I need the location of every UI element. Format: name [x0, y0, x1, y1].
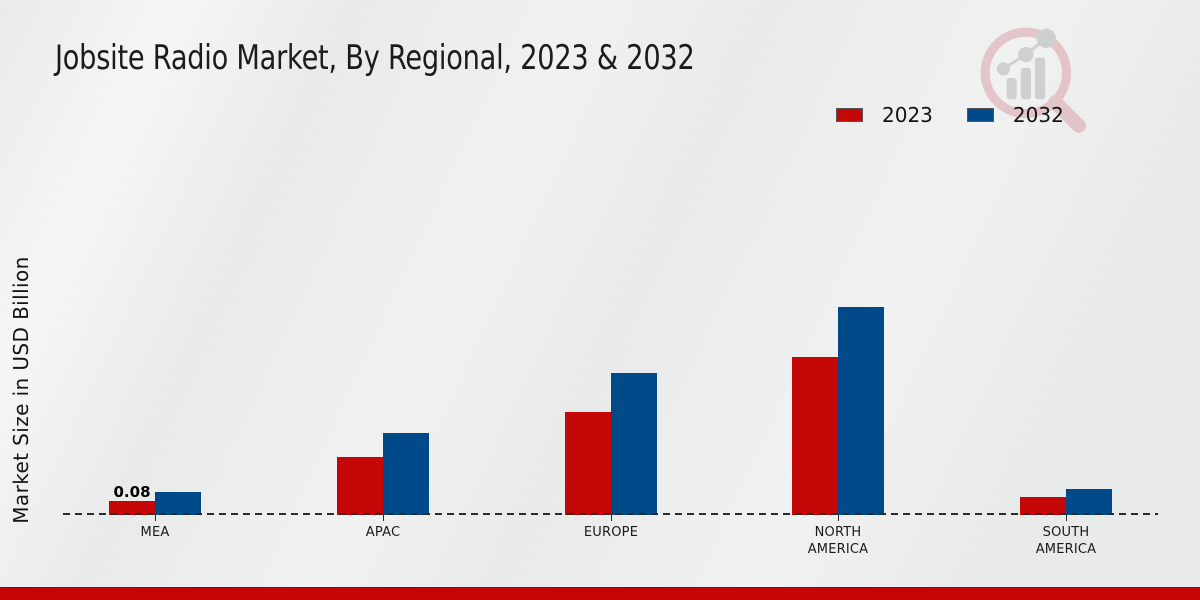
legend: 2023 2032	[836, 103, 1064, 127]
bar-2023-south-america	[1020, 497, 1066, 515]
bar-2023-apac	[337, 457, 383, 515]
bar-2023-mea	[109, 501, 155, 515]
bar-2032-apac	[383, 433, 429, 515]
bar-2032-mea	[155, 492, 201, 515]
market-research-watermark-icon	[980, 27, 1086, 133]
bar-2032-south-america	[1066, 489, 1112, 515]
x-axis-label-europe: EUROPE	[583, 525, 639, 540]
legend-item-2023: 2023	[836, 103, 933, 127]
x-axis-tick-apac	[383, 515, 384, 521]
y-axis-label: Market Size in USD Billion	[9, 256, 33, 524]
x-axis-label-mea: MEA	[140, 525, 170, 540]
x-axis-label-north-america: NORTH AMERICA	[807, 525, 869, 557]
x-axis-label-apac: APAC	[365, 525, 401, 540]
x-axis-baseline	[63, 513, 1158, 515]
bar-2023-north-america	[792, 357, 838, 515]
legend-swatch-2023	[836, 108, 863, 122]
chart-title: Jobsite Radio Market, By Regional, 2023 …	[55, 38, 695, 78]
footer-accent-bar	[0, 587, 1200, 600]
x-axis-label-south-america: SOUTH AMERICA	[1035, 525, 1097, 557]
legend-item-2032: 2032	[966, 103, 1064, 127]
bar-2032-north-america	[838, 307, 884, 515]
legend-label: 2032	[1012, 103, 1064, 127]
x-axis-tick-south-america	[1066, 515, 1067, 521]
bar-2032-europe	[611, 373, 657, 515]
x-axis-tick-mea	[155, 515, 156, 521]
x-axis-tick-north-america	[838, 515, 839, 521]
bar-value-label-mea: 0.08	[113, 483, 151, 501]
legend-swatch-2032	[966, 108, 994, 122]
bar-2023-europe	[565, 412, 611, 515]
legend-label: 2023	[882, 103, 933, 127]
x-axis-tick-europe	[611, 515, 612, 521]
